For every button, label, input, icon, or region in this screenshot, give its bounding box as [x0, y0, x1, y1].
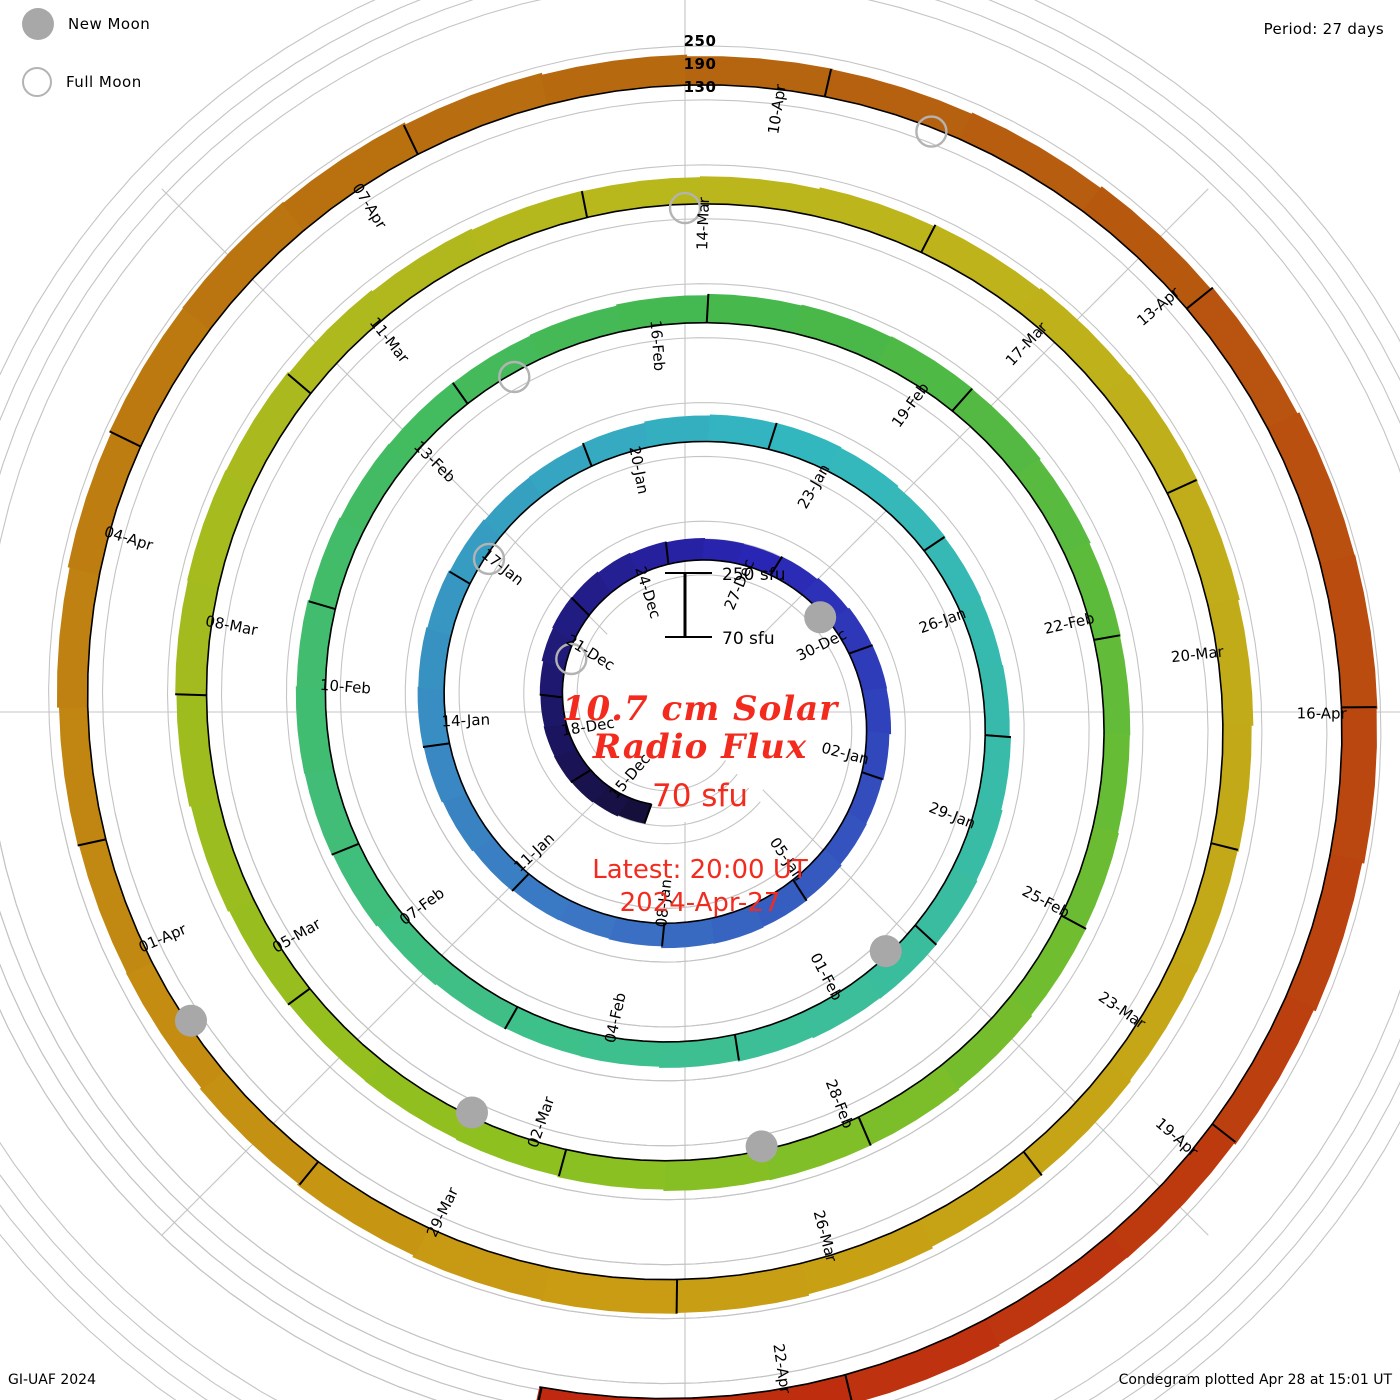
scale-bar: 250 sfu 70 sfu	[665, 565, 785, 649]
radial-axis-label-190: 190	[683, 55, 717, 73]
date-label: 02-Jan	[820, 739, 871, 769]
legend-item-new-moon: New Moon	[22, 4, 150, 44]
full-moon-marker	[668, 191, 702, 225]
date-label: 08-Mar	[204, 612, 260, 640]
full-moon-icon	[22, 67, 52, 97]
date-label: 18-Dec	[560, 714, 616, 740]
date-label: 11-Mar	[366, 314, 413, 367]
new-moon-icon	[22, 8, 54, 40]
period-label: Period: 27 days	[1263, 20, 1384, 38]
flux-bands	[57, 54, 1378, 1400]
date-label: 13-Apr	[1133, 283, 1183, 330]
legend-label-new-moon: New Moon	[68, 15, 151, 33]
date-label: 14-Mar	[693, 196, 713, 250]
date-label: 14-Jan	[441, 710, 490, 730]
footer-credit: GI-UAF 2024	[8, 1372, 96, 1388]
date-label: 04-Feb	[601, 991, 630, 1045]
date-label: 16-Feb	[647, 319, 669, 371]
scalebar-bottom-label: 70 sfu	[722, 629, 775, 649]
date-label: 11-Jan	[510, 829, 558, 875]
new-moon-marker	[745, 1130, 778, 1163]
footer-plot-time: Condegram plotted Apr 28 at 15:01 UT	[1118, 1372, 1392, 1388]
date-label: 26-Mar	[810, 1208, 841, 1264]
radial-axis-label-130: 130	[683, 78, 717, 96]
date-label: 08-Jan	[652, 878, 675, 928]
date-label: 19-Apr	[1152, 1114, 1202, 1161]
date-label: 29-Jan	[926, 798, 978, 832]
scalebar-top-label: 250 sfu	[722, 565, 785, 585]
date-label: 07-Apr	[349, 180, 391, 233]
date-label: 22-Apr	[769, 1342, 794, 1395]
date-label: 19-Feb	[888, 379, 933, 431]
date-label: 20-Mar	[1170, 642, 1225, 666]
new-moon-marker	[175, 1004, 207, 1037]
radial-axis-labels: 250 190 130	[0, 30, 1400, 99]
date-label: 17-Mar	[1002, 318, 1052, 370]
legend: New Moon Full Moon	[22, 4, 150, 102]
full-moon-marker	[472, 542, 506, 576]
date-label: 23-Jan	[794, 461, 834, 512]
moon-markers	[175, 115, 948, 1163]
date-label: 16-Apr	[1297, 704, 1348, 722]
date-label: 02-Mar	[524, 1094, 559, 1151]
date-label: 04-Apr	[102, 522, 156, 554]
date-label: 23-Mar	[1095, 988, 1149, 1033]
new-moon-marker	[869, 935, 902, 968]
date-label: 01-Feb	[806, 950, 846, 1004]
full-moon-marker	[555, 642, 588, 676]
date-label: 15-Dec	[606, 750, 654, 802]
date-label: 10-Feb	[319, 676, 371, 698]
new-moon-marker	[456, 1096, 488, 1129]
legend-item-full-moon: Full Moon	[22, 62, 150, 102]
legend-label-full-moon: Full Moon	[66, 73, 142, 91]
full-moon-marker	[915, 115, 948, 148]
date-label: 25-Feb	[1019, 882, 1073, 922]
date-label: 20-Jan	[625, 445, 652, 496]
date-label: 21-Dec	[563, 631, 618, 675]
radial-axis-label-250: 250	[683, 32, 717, 50]
date-label: 13-Feb	[410, 437, 459, 486]
date-label: 22-Feb	[1042, 609, 1096, 638]
full-moon-marker	[498, 360, 531, 394]
new-moon-marker	[804, 601, 837, 634]
date-label: 05-Mar	[269, 914, 324, 956]
